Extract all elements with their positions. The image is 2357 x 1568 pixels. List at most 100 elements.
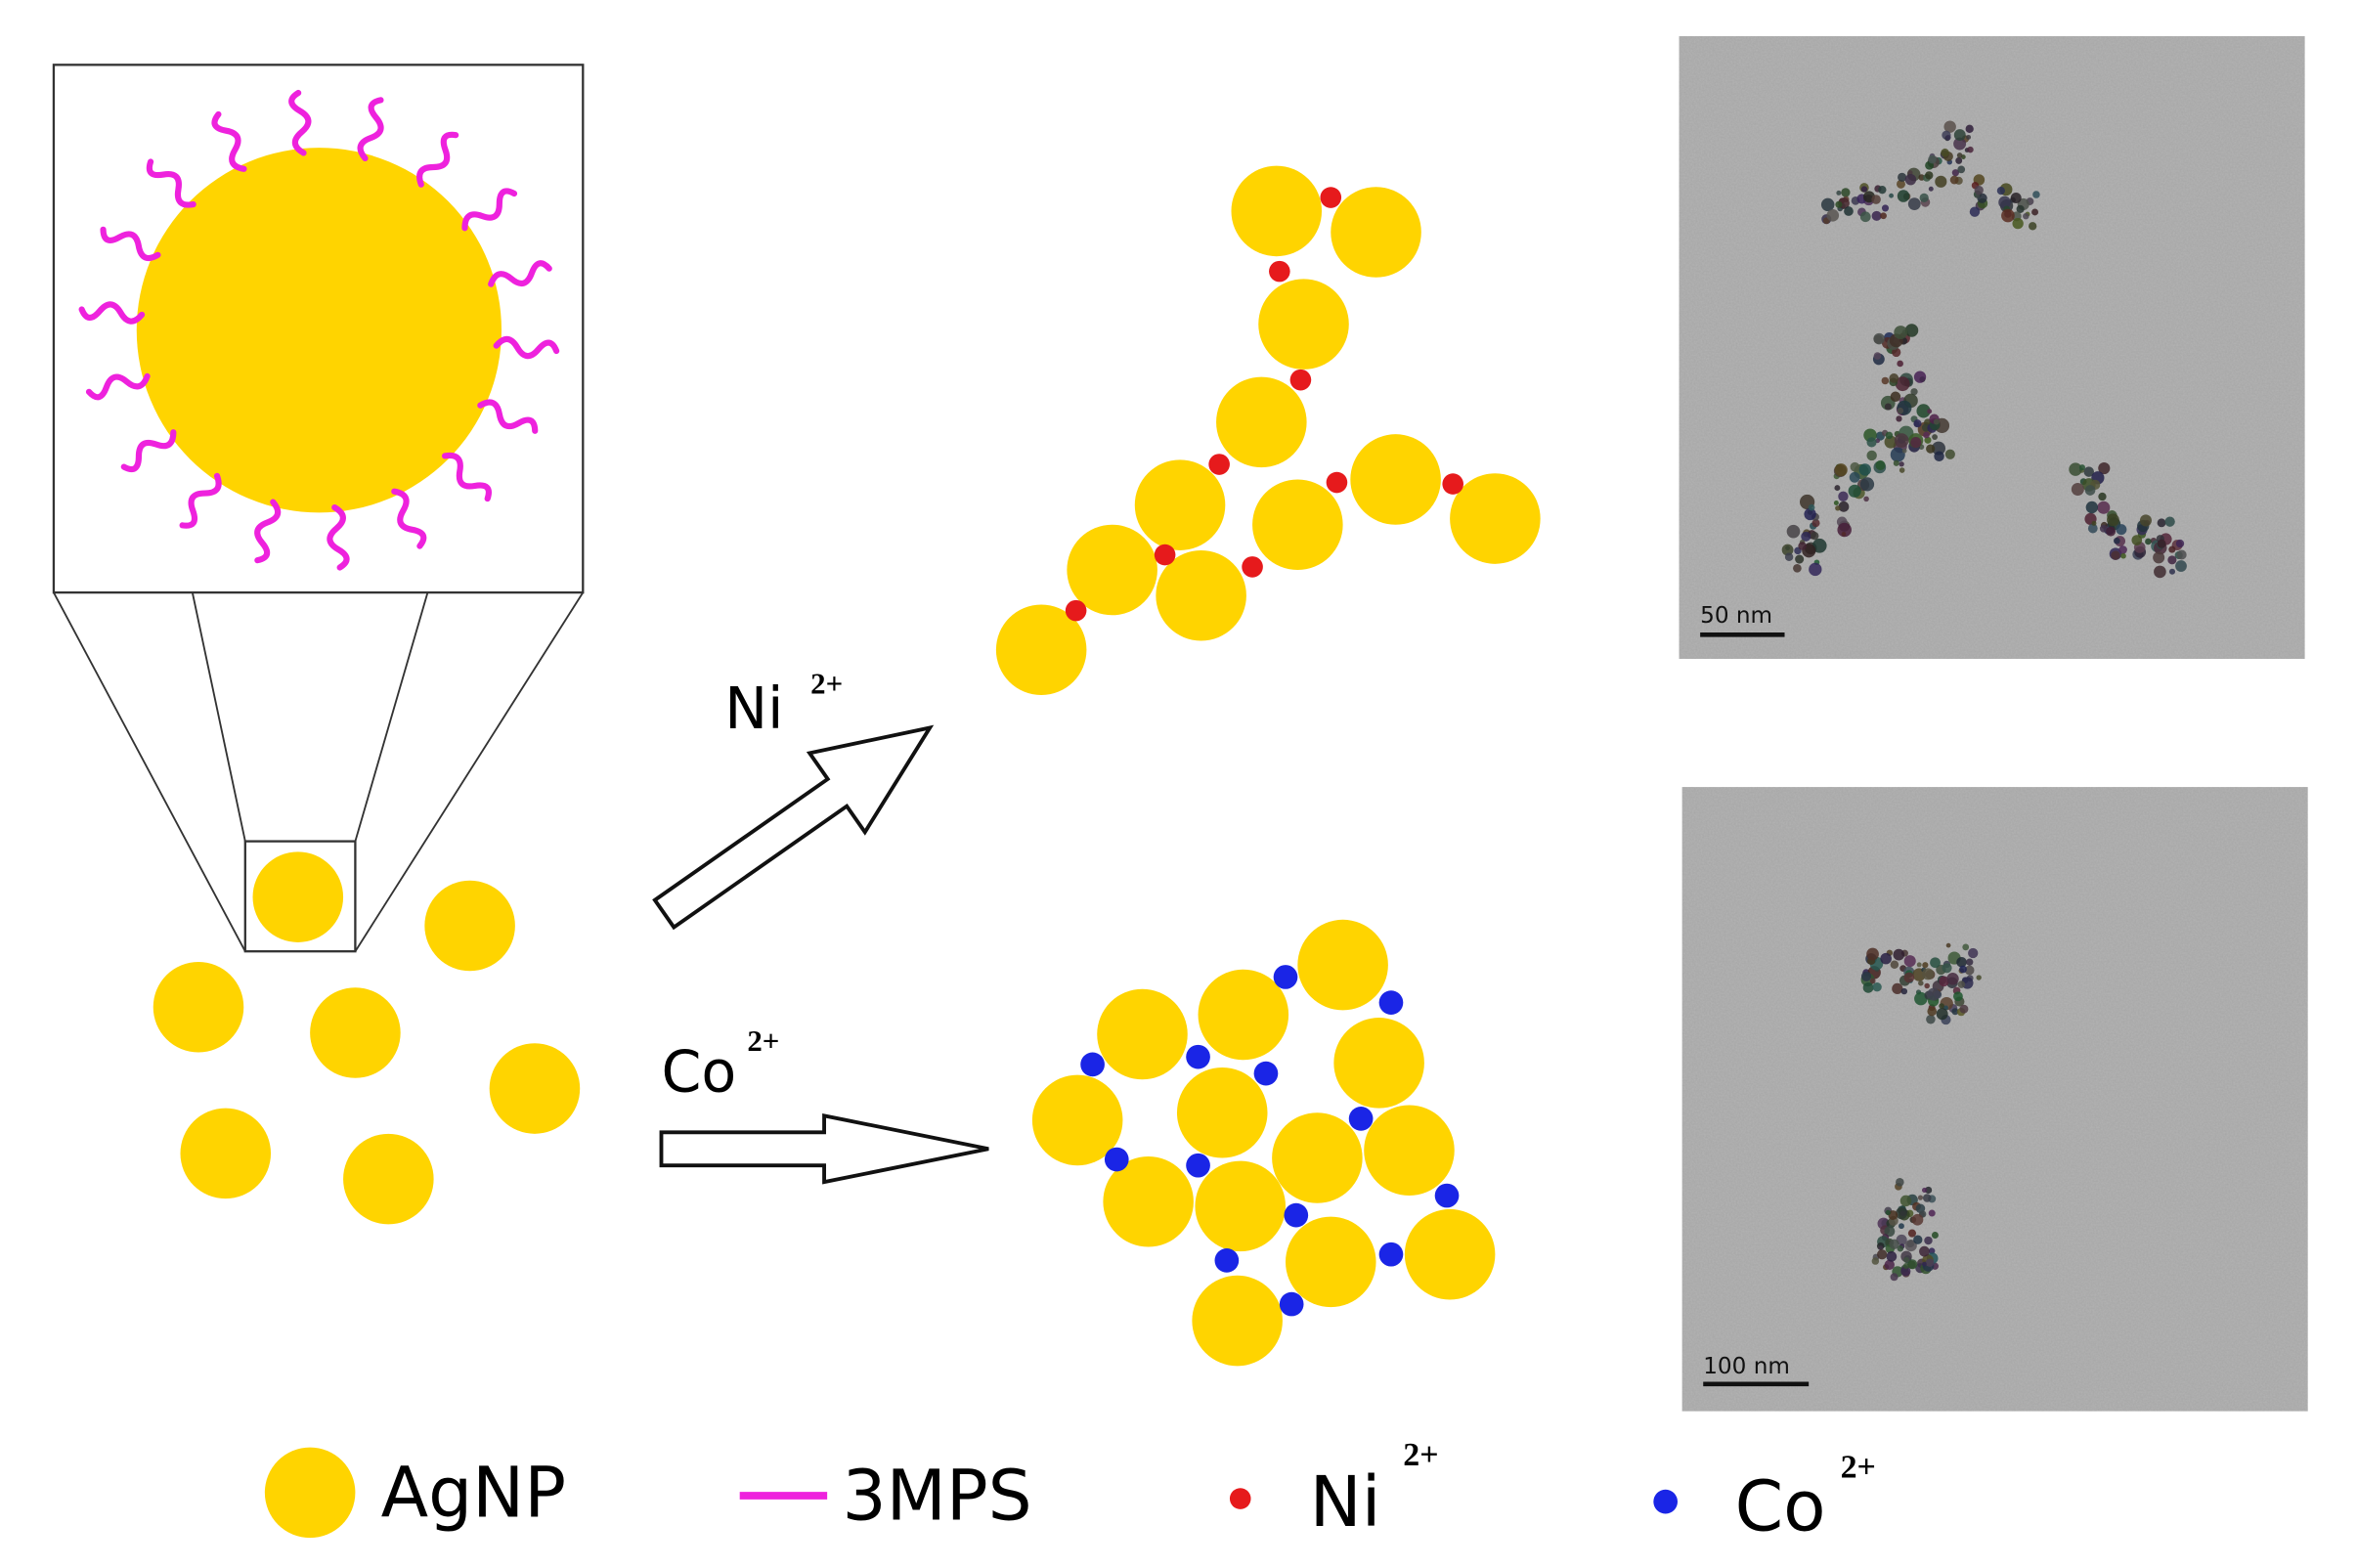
tem-particle (1957, 165, 1966, 174)
tem-particle (1921, 1187, 1928, 1194)
tem-particle (1953, 129, 1966, 142)
agnp (1231, 165, 1323, 257)
tem-particle (1896, 1178, 1904, 1187)
tem-particle (2078, 464, 2086, 471)
tem-particle (2164, 516, 2175, 527)
tem-particle (1893, 948, 1905, 961)
ni-ion (1289, 369, 1312, 391)
tem-particle (1927, 1006, 1938, 1017)
tem-particle (1926, 1015, 1936, 1024)
agnp (1364, 1105, 1455, 1197)
tem-particle (1919, 1245, 1930, 1257)
agnp (1350, 434, 1441, 525)
legend-agnp (264, 1447, 356, 1539)
tem-particle (1969, 206, 1981, 217)
legend-label: AgNP (381, 1453, 566, 1534)
agnp (343, 1133, 434, 1225)
tem-particle (2167, 555, 2177, 565)
agnp-large (136, 148, 502, 513)
co-ion (1378, 990, 1404, 1015)
tem-particle (1944, 449, 1955, 459)
tem-particle (1836, 190, 1842, 196)
tem-particle (1913, 1235, 1923, 1244)
agnp (1331, 187, 1421, 278)
tem-particle (2111, 550, 2120, 560)
tem-particle (1917, 1195, 1924, 1200)
tem-particle (2010, 193, 2022, 204)
tem-particle (1957, 980, 1966, 988)
zoom-box (243, 840, 357, 953)
tem-particle (1934, 451, 1944, 462)
tem-particle (1834, 463, 1848, 477)
tem-particle (1966, 134, 1972, 140)
tem-particle (1924, 982, 1930, 989)
tem-particle (1884, 435, 1898, 449)
tem-particle (1919, 193, 1929, 203)
tem-particle (1897, 407, 1904, 414)
tem-particle (2175, 539, 2185, 548)
tem-particle (1826, 209, 1840, 222)
tem-particle (1968, 947, 1979, 959)
tem-particle (1901, 448, 1907, 454)
arrow (659, 1112, 989, 1185)
tem-particle (1875, 459, 1886, 470)
agnp (1156, 549, 1246, 641)
tem-particle (2131, 535, 2143, 545)
ligand-3mps (493, 335, 560, 360)
tem-particle (1956, 152, 1963, 158)
tem-particle (1899, 1195, 1912, 1207)
tem-particle (1903, 1256, 1910, 1263)
tem-particle (1833, 501, 1839, 505)
tem-particle (2097, 501, 2111, 514)
tem-particle (1910, 388, 1918, 396)
tem-particle (1860, 971, 1872, 981)
agnp (310, 987, 401, 1078)
ligand-3mps (179, 472, 222, 529)
tem-particle (1927, 987, 1941, 1001)
agnp (1195, 1160, 1287, 1252)
tem-particle (1927, 409, 1933, 414)
tem-particle (1953, 137, 1967, 151)
co-ion (1186, 1153, 1210, 1178)
co-ion (1186, 1044, 1210, 1069)
agnp (180, 1108, 272, 1199)
tem-particle (1850, 461, 1860, 472)
ni-ion (1208, 454, 1230, 475)
tem-particle (1809, 562, 1822, 577)
tem-particle (1959, 965, 1967, 974)
tem-particle (1922, 962, 1929, 969)
co-ion (1348, 1107, 1374, 1131)
tem-particle (1859, 477, 1875, 492)
zoom-line (53, 591, 246, 952)
tem-particle (1925, 171, 1934, 180)
tem-particle (1965, 124, 1974, 133)
tem-particle (1924, 1236, 1933, 1245)
tem-particle (1881, 376, 1890, 385)
tem-particle (1895, 376, 1910, 392)
tem-particle (1907, 1229, 1917, 1238)
tem-particle (1889, 373, 1899, 383)
co-ion (1214, 1248, 1240, 1273)
ni-ion (1065, 599, 1087, 622)
tem-particle (1922, 968, 1935, 980)
ni-ion (1269, 260, 1290, 283)
tem-particle (1884, 1259, 1895, 1271)
tem-particle (1869, 978, 1876, 984)
tem-particle (2106, 526, 2117, 537)
tem-particle (1951, 1008, 1959, 1016)
tem-particle (1903, 955, 1916, 968)
scale-bar-label: 50 nm (1700, 603, 1772, 629)
tem-particle (1835, 200, 1843, 208)
tem-particle (1804, 507, 1816, 521)
tem-particle (1930, 957, 1941, 969)
agnp (1176, 1067, 1268, 1158)
tem-particle (1801, 531, 1811, 542)
legend-co (1653, 1489, 1679, 1514)
tem-particle (1962, 943, 1970, 951)
tem-particle (1907, 1259, 1918, 1270)
tem-particle (1835, 505, 1841, 511)
tem-particle (2157, 539, 2166, 548)
tem-particle (1904, 173, 1917, 186)
tem-particle (1873, 332, 1885, 345)
